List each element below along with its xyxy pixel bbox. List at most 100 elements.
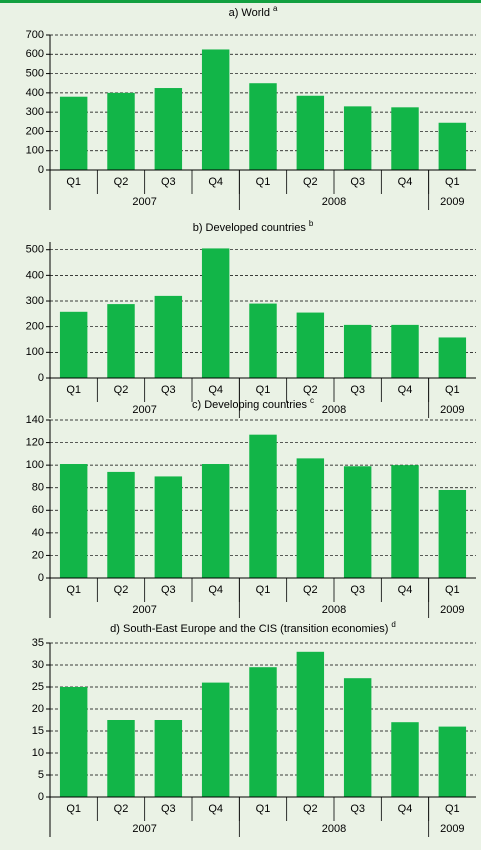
x-tick-label: Q1 <box>256 803 271 815</box>
x-tick-label: Q4 <box>208 176 223 188</box>
bar <box>296 312 325 378</box>
group-label: 2008 <box>322 823 346 835</box>
x-tick-label: Q2 <box>114 584 129 596</box>
group-label: 2008 <box>322 404 346 416</box>
x-tick-label: Q4 <box>398 584 413 596</box>
bar <box>249 303 277 378</box>
bar <box>296 95 325 170</box>
group-label: 2009 <box>440 404 464 416</box>
bar <box>249 83 277 170</box>
y-tick-label: 100 <box>26 145 44 157</box>
group-label: 2009 <box>440 823 464 835</box>
y-tick-label: 20 <box>32 549 44 561</box>
x-tick-label: Q1 <box>445 803 460 815</box>
bar <box>249 434 277 578</box>
y-tick-label: 120 <box>26 436 44 448</box>
bar <box>201 464 230 578</box>
y-tick-label: 500 <box>26 244 44 256</box>
x-tick-label: Q1 <box>66 584 81 596</box>
x-tick-label: Q1 <box>445 384 460 396</box>
x-tick-label: Q1 <box>66 803 81 815</box>
y-tick-label: 10 <box>32 747 44 759</box>
y-tick-label: 600 <box>26 48 44 60</box>
x-tick-label: Q2 <box>303 584 318 596</box>
bar <box>438 337 467 378</box>
y-tick-label: 30 <box>32 659 44 671</box>
x-tick-label: Q1 <box>256 584 271 596</box>
y-tick-label: 0 <box>38 164 44 176</box>
group-label: 2009 <box>440 196 464 208</box>
panel-title: a) World a <box>229 4 278 19</box>
group-label: 2008 <box>322 196 346 208</box>
x-tick-label: Q3 <box>350 176 365 188</box>
title-text: a) World <box>229 7 270 19</box>
title-text: d) South-East Europe and the CIS (transi… <box>110 623 388 635</box>
y-tick-label: 100 <box>26 346 44 358</box>
x-tick-label: Q4 <box>208 384 223 396</box>
x-tick-label: Q4 <box>208 584 223 596</box>
y-tick-label: 200 <box>26 321 44 333</box>
bar <box>391 107 419 170</box>
y-tick-label: 20 <box>32 703 44 715</box>
bar <box>59 687 88 797</box>
bar <box>154 295 183 378</box>
bar <box>59 96 88 170</box>
x-tick-label: Q2 <box>303 803 318 815</box>
x-tick-label: Q1 <box>66 176 81 188</box>
bar <box>59 464 88 578</box>
group-label: 2009 <box>440 604 464 616</box>
x-tick-label: Q2 <box>114 384 129 396</box>
x-tick-label: Q1 <box>256 176 271 188</box>
x-tick-label: Q3 <box>161 584 176 596</box>
y-tick-label: 300 <box>26 295 44 307</box>
group-label: 2008 <box>322 604 346 616</box>
x-tick-label: Q2 <box>303 176 318 188</box>
y-tick-label: 500 <box>26 67 44 79</box>
x-tick-label: Q1 <box>256 384 271 396</box>
y-tick-label: 0 <box>38 791 44 803</box>
bar <box>343 324 372 378</box>
x-tick-label: Q4 <box>398 384 413 396</box>
panel-title: d) South-East Europe and the CIS (transi… <box>110 620 396 635</box>
group-label: 2007 <box>132 823 156 835</box>
title-note: c <box>310 396 314 405</box>
x-tick-label: Q2 <box>114 803 129 815</box>
bar <box>438 726 467 797</box>
x-tick-label: Q3 <box>161 384 176 396</box>
x-tick-label: Q1 <box>66 384 81 396</box>
x-tick-label: Q4 <box>398 803 413 815</box>
x-tick-label: Q1 <box>445 176 460 188</box>
bar <box>296 458 325 578</box>
bar <box>343 106 372 170</box>
bar <box>154 476 183 578</box>
y-tick-label: 400 <box>26 269 44 281</box>
x-tick-label: Q3 <box>350 584 365 596</box>
bar <box>107 92 135 170</box>
bar <box>249 667 277 797</box>
title-text: b) Developed countries <box>193 222 307 234</box>
bar <box>107 304 135 378</box>
bar <box>438 489 467 578</box>
y-tick-label: 200 <box>26 125 44 137</box>
x-tick-label: Q3 <box>350 384 365 396</box>
title-note: b <box>309 219 314 228</box>
x-tick-label: Q2 <box>114 176 129 188</box>
y-tick-label: 400 <box>26 87 44 99</box>
title-note: d <box>391 620 395 629</box>
y-tick-label: 300 <box>26 106 44 118</box>
x-tick-label: Q3 <box>350 803 365 815</box>
y-tick-label: 80 <box>32 482 44 494</box>
title-text: c) Developing countries <box>192 399 307 411</box>
y-tick-label: 60 <box>32 504 44 516</box>
y-tick-label: 100 <box>26 459 44 471</box>
y-tick-label: 15 <box>32 725 44 737</box>
y-tick-label: 5 <box>38 769 44 781</box>
bar <box>154 88 183 170</box>
panel-title: b) Developed countries b <box>193 219 314 234</box>
x-tick-label: Q4 <box>208 803 223 815</box>
bar <box>59 311 88 378</box>
bar <box>107 471 135 578</box>
x-tick-label: Q3 <box>161 176 176 188</box>
bar <box>343 678 372 797</box>
